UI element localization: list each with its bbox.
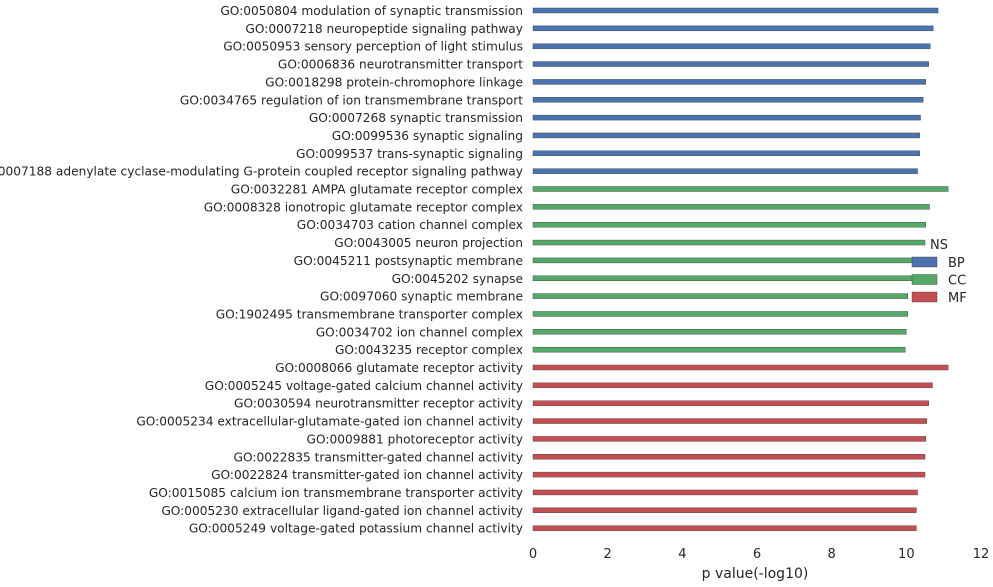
y-tick-labels: GO:0050804 modulation of synaptic transm…: [0, 4, 523, 536]
y-tick-label: GO:0097060 synaptic membrane: [320, 290, 523, 304]
bar: [532, 132, 920, 139]
y-tick-label: GO:0005234 extracellular-glutamate-gated…: [136, 415, 523, 429]
y-tick-label: GO:0005245 voltage-gated calcium channel…: [205, 379, 523, 393]
bar: [532, 25, 934, 32]
bar: [532, 275, 918, 281]
bar: [532, 329, 907, 335]
y-tick-label: GO:0034702 ion channel complex: [316, 325, 523, 339]
x-tick-label: 4: [678, 547, 686, 562]
x-tick-label: 8: [828, 547, 836, 562]
x-tick-label: 10: [898, 547, 915, 562]
bar: [532, 507, 917, 513]
y-tick-label: GO:0050804 modulation of synaptic transm…: [220, 4, 523, 18]
bar: [532, 204, 930, 210]
y-tick-label: GO:0008066 glutamate receptor activity: [275, 361, 523, 375]
bar: [532, 311, 909, 317]
y-tick-label: GO:0032281 AMPA glutamate receptor compl…: [231, 183, 523, 197]
x-tick-labels: 0 2 4 6 8 10 12: [529, 547, 989, 562]
y-tick-label: GO:0043235 receptor complex: [335, 343, 523, 357]
bar: [532, 97, 924, 103]
x-axis-label: p value(-log10): [702, 566, 809, 582]
y-tick-label: GO:0008328 ionotropic glutamate receptor…: [204, 200, 523, 214]
y-tick-label: GO:0045202 synapse: [392, 272, 523, 286]
bar: [532, 7, 939, 14]
legend-swatch: [911, 274, 938, 285]
bar: [532, 400, 929, 406]
x-tick-label: 2: [604, 547, 612, 562]
y-tick-label: GO:0005230 extracellular ligand-gated io…: [161, 504, 523, 518]
y-tick-label: GO:0022835 transmitter-gated channel act…: [234, 450, 523, 464]
bar: [532, 150, 920, 157]
bar: [532, 186, 949, 192]
y-tick-label: GO:0099537 trans-synaptic signaling: [296, 147, 523, 161]
y-tick-label: GO:0043005 neuron projection: [334, 236, 523, 250]
bar: [532, 168, 918, 174]
y-tick-label: GO:0022824 transmitter-gated ion channel…: [211, 468, 523, 482]
legend-label: MF: [948, 291, 967, 306]
y-tick-label: GO:0007268 synaptic transmission: [309, 111, 523, 125]
y-tick-label: GO:0099536 synaptic signaling: [332, 129, 523, 143]
y-tick-label: GO:0034703 cation channel complex: [297, 218, 523, 232]
bar: [532, 436, 926, 442]
bar: [532, 418, 928, 424]
y-tick-label: GO:0050953 sensory perception of light s…: [223, 40, 523, 54]
x-tick-label: 6: [753, 547, 761, 562]
bar: [532, 364, 949, 371]
bar: [532, 471, 926, 478]
bars-group: [532, 7, 949, 531]
y-tick-label: GO:0045211 postsynaptic membrane: [294, 254, 523, 268]
y-tick-label: GO:0034765 regulation of ion transmembra…: [180, 93, 523, 107]
legend: NS BP CC MF: [911, 238, 967, 306]
bar: [532, 293, 909, 299]
bar: [532, 221, 926, 228]
y-tick-label: GO:1902495 transmembrane transporter com…: [216, 307, 523, 321]
bar: [532, 257, 923, 264]
legend-label: CC: [948, 274, 966, 289]
legend-title: NS: [930, 238, 948, 253]
bar: [532, 114, 921, 121]
bar: [532, 454, 926, 460]
bar: [532, 346, 906, 353]
y-tick-label: GO:0005249 voltage-gated potassium chann…: [189, 522, 523, 536]
y-tick-label: GO:0006836 neurotransmitter transport: [278, 58, 523, 72]
bar: [532, 382, 933, 389]
x-tick-label: 12: [973, 547, 990, 562]
bar: [532, 239, 926, 246]
y-tick-label: GO:0015085 calcium ion transmembrane tra…: [149, 486, 523, 500]
y-tick-label: GO:0009881 photoreceptor activity: [307, 432, 523, 446]
legend-swatch: [911, 291, 938, 303]
legend-label: BP: [948, 256, 965, 271]
bar: [532, 43, 931, 49]
bar: [532, 489, 918, 496]
x-tick-label: 0: [529, 547, 537, 562]
bar: [532, 79, 926, 85]
bar: [532, 61, 929, 67]
y-tick-label: GO:0030594 neurotransmitter receptor act…: [234, 397, 523, 411]
y-tick-label: GO:0007188 adenylate cyclase-modulating …: [0, 165, 523, 179]
y-tick-label: GO:0007218 neuropeptide signaling pathwa…: [245, 22, 523, 36]
y-tick-label: GO:0018298 protein-chromophore linkage: [265, 75, 523, 89]
legend-swatch: [911, 256, 938, 268]
bar: [532, 525, 917, 531]
